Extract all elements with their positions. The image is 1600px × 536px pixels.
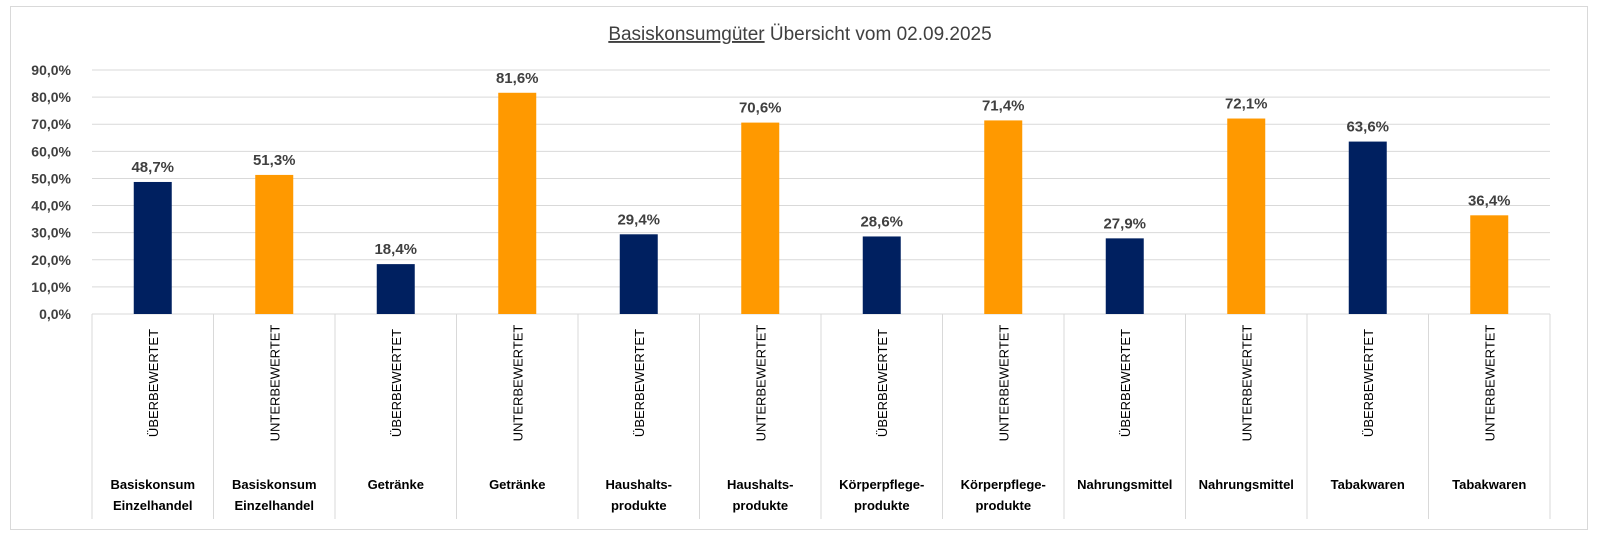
- sector-label: Tabakwaren: [1452, 477, 1526, 492]
- data-label: 29,4%: [617, 211, 660, 228]
- data-label: 72,1%: [1225, 96, 1268, 113]
- sector-label: Einzelhandel: [235, 498, 314, 513]
- status-label: ÜBERBEWERTET: [632, 329, 647, 437]
- bar: [255, 174, 294, 314]
- sector-label: produkte: [975, 498, 1031, 513]
- y-tick-label: 70,0%: [31, 116, 71, 132]
- sector-label: Einzelhandel: [113, 498, 192, 513]
- chart-title-rest: Übersicht vom 02.09.2025: [765, 24, 992, 45]
- y-tick-label: 80,0%: [31, 89, 71, 105]
- sector-label: Nahrungsmittel: [1199, 477, 1294, 492]
- sector-label: Körperpflege-: [961, 477, 1046, 492]
- data-label: 63,6%: [1346, 119, 1389, 136]
- gridlines: [91, 69, 1551, 519]
- bar-chart: Basiskonsumgüter Übersicht vom 02.09.202…: [31, 24, 1551, 519]
- status-label: ÜBERBEWERTET: [1118, 329, 1133, 437]
- data-label: 51,3%: [253, 152, 296, 169]
- bar: [133, 181, 172, 314]
- chart-title: Basiskonsumgüter Übersicht vom 02.09.202…: [608, 24, 991, 45]
- data-labels: 48,7% 51,3% 18,4% 81,6% 29,4% 70,6% 28,6% 71,4%…: [131, 70, 1510, 258]
- data-label: 27,9%: [1103, 215, 1146, 232]
- sector-label: Haushalts-: [727, 477, 793, 492]
- y-tick-label: 90,0%: [31, 62, 71, 78]
- chart-title-underlined: Basiskonsumgüter: [608, 24, 765, 45]
- bar: [1470, 215, 1509, 314]
- data-label: 18,4%: [374, 241, 417, 258]
- x-axis-categories: ÜBERBEWERTET Basiskonsum Einzelhandel UNTER…: [110, 325, 1526, 513]
- y-tick-label: 10,0%: [31, 279, 71, 295]
- status-label: ÜBERBEWERTET: [146, 329, 161, 437]
- y-tick-label: 40,0%: [31, 198, 71, 214]
- sector-label: Nahrungsmittel: [1077, 477, 1172, 492]
- sector-label: Basiskonsum: [232, 477, 317, 492]
- bar: [1227, 118, 1266, 314]
- status-label: UNTERBEWERTET: [510, 325, 525, 442]
- data-label: 81,6%: [496, 70, 539, 87]
- bar: [619, 234, 658, 314]
- bars: [133, 92, 1509, 315]
- status-label: UNTERBEWERTET: [753, 325, 768, 442]
- status-label: ÜBERBEWERTET: [875, 329, 890, 437]
- sector-label: Haushalts-: [606, 477, 672, 492]
- status-label: UNTERBEWERTET: [1482, 325, 1497, 442]
- data-label: 36,4%: [1468, 192, 1511, 209]
- y-axis-ticks: 0,0% 10,0% 20,0% 30,0% 40,0% 50,0% 60,0% 70,0% 8…: [31, 62, 71, 322]
- sector-label: Körperpflege-: [839, 477, 924, 492]
- status-label: UNTERBEWERTET: [1239, 325, 1254, 442]
- status-label: ÜBERBEWERTET: [389, 329, 404, 437]
- sector-label: Getränke: [368, 477, 424, 492]
- y-tick-label: 0,0%: [39, 306, 71, 322]
- sector-label: Getränke: [489, 477, 545, 492]
- bar: [984, 120, 1023, 314]
- data-label: 71,4%: [982, 97, 1025, 114]
- sector-label: produkte: [854, 498, 910, 513]
- bar: [376, 264, 415, 314]
- y-tick-label: 20,0%: [31, 252, 71, 268]
- chart-frame: Basiskonsumgüter Übersicht vom 02.09.202…: [10, 6, 1588, 530]
- sector-label: Tabakwaren: [1331, 477, 1405, 492]
- data-label: 70,6%: [739, 100, 782, 117]
- y-tick-label: 60,0%: [31, 143, 71, 159]
- status-label: UNTERBEWERTET: [996, 325, 1011, 442]
- bar: [862, 236, 901, 314]
- y-tick-label: 30,0%: [31, 225, 71, 241]
- bar: [498, 92, 537, 314]
- sector-label: produkte: [611, 498, 667, 513]
- y-tick-label: 50,0%: [31, 170, 71, 186]
- data-label: 48,7%: [131, 159, 174, 176]
- sector-label: Basiskonsum: [110, 477, 195, 492]
- bar: [741, 122, 780, 315]
- data-label: 28,6%: [860, 213, 903, 230]
- status-label: ÜBERBEWERTET: [1361, 329, 1376, 437]
- bar: [1348, 141, 1387, 314]
- bar: [1105, 238, 1144, 314]
- sector-label: produkte: [732, 498, 788, 513]
- status-label: UNTERBEWERTET: [267, 325, 282, 442]
